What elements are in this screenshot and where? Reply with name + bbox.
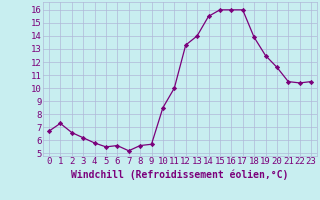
X-axis label: Windchill (Refroidissement éolien,°C): Windchill (Refroidissement éolien,°C) <box>71 169 289 180</box>
